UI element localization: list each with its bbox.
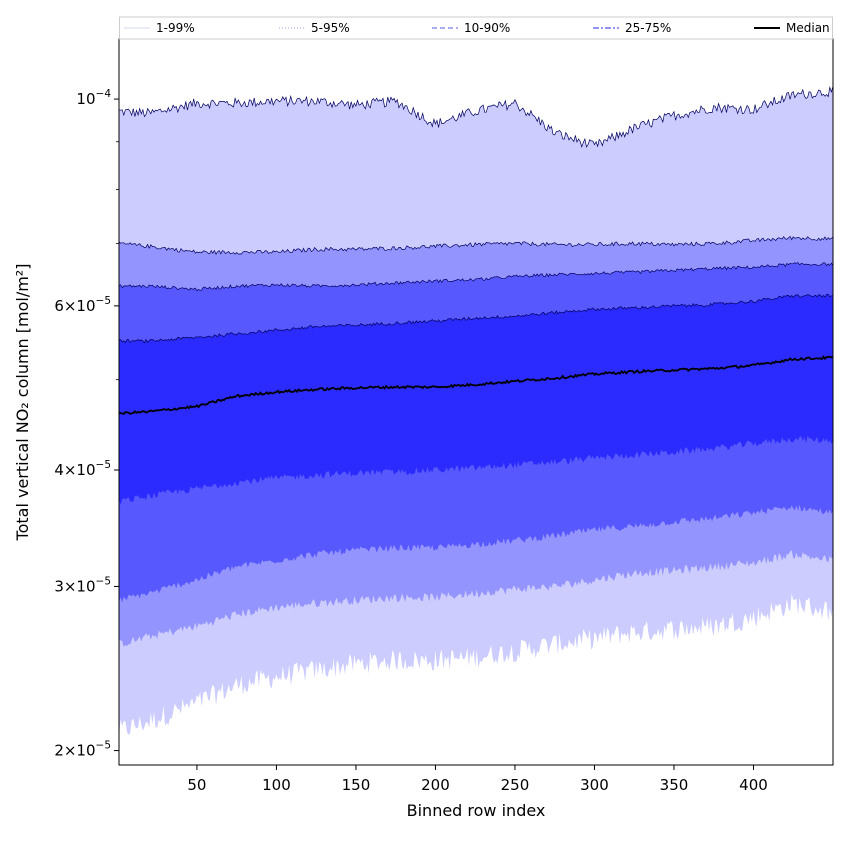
x-tick-label: 50 [187, 776, 206, 794]
legend: 1-99% 5-95% 10-90% 25-75% Median [119, 16, 833, 40]
legend-label: 1-99% [156, 21, 195, 35]
y-tick-label: 10−4 [76, 88, 111, 108]
percentile-bands [119, 86, 833, 736]
y-tick-label: 3×10−5 [54, 575, 111, 595]
x-tick-label: 150 [342, 776, 371, 794]
band-edge-1-99% [118, 86, 834, 149]
band-25-75% [119, 294, 833, 505]
x-tick-label: 400 [739, 776, 768, 794]
band-edge-25-75% [118, 293, 833, 344]
median-layer [118, 355, 833, 415]
x-tick-label: 200 [421, 776, 450, 794]
legend-label: 5-95% [311, 21, 350, 35]
legend-box [119, 16, 833, 40]
x-tick-label: 250 [501, 776, 530, 794]
y-axis-ticks: 2×10−5 3×10−5 4×10−5 6×10−5 10−4 [54, 88, 119, 760]
y-tick-label: 4×10−5 [54, 459, 111, 479]
x-tick-label: 300 [580, 776, 609, 794]
y-tick-label: 6×10−5 [54, 295, 111, 315]
legend-label: 25-75% [625, 21, 671, 35]
legend-label: 10-90% [464, 21, 510, 35]
x-axis-ticks: 50 100 150 200 250 300 350 400 [187, 765, 768, 794]
band-edge-5-95% [118, 235, 834, 255]
median-line [118, 355, 833, 415]
x-tick-label: 100 [262, 776, 291, 794]
x-tick-label: 350 [660, 776, 689, 794]
legend-label: Median [786, 21, 830, 35]
percentile-edges [118, 86, 834, 344]
band-edge-10-90% [118, 262, 834, 292]
y-tick-label: 2×10−5 [54, 740, 111, 760]
x-axis-label: Binned row index [407, 801, 546, 820]
y-axis-label: Total vertical NO₂ column [mol/m²] [13, 264, 32, 542]
